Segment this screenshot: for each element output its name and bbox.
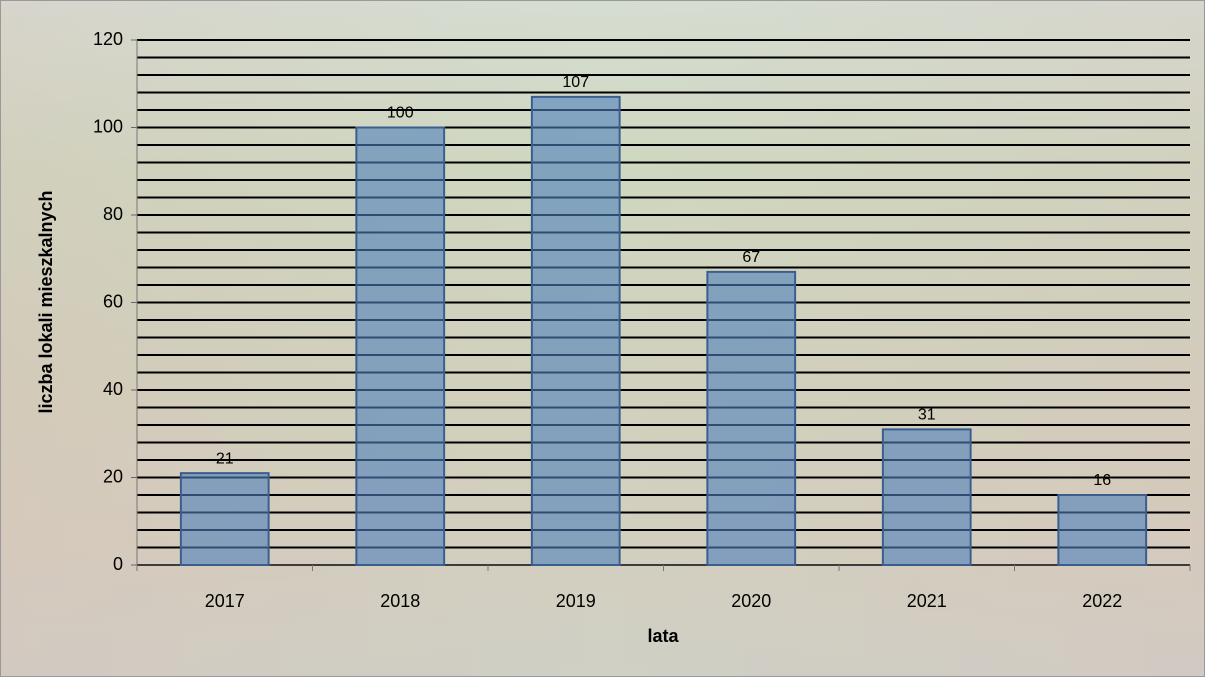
x-tick-label: 2021 [907, 591, 947, 611]
y-tick-label: 60 [103, 291, 123, 311]
bar [530, 95, 621, 566]
y-tick-label: 0 [113, 554, 123, 574]
bar [355, 126, 446, 566]
x-axis-label: lata [647, 626, 679, 646]
data-label: 21 [216, 450, 234, 467]
data-label: 16 [1093, 472, 1111, 489]
data-label: 107 [562, 74, 589, 91]
x-tick-label: 2020 [731, 591, 771, 611]
bar [179, 472, 270, 566]
data-label: 31 [918, 407, 936, 424]
y-tick-label: 100 [93, 116, 123, 136]
y-tick-label: 80 [103, 204, 123, 224]
x-tick-label: 2017 [205, 591, 245, 611]
data-label: 100 [387, 105, 414, 122]
y-tick-label: 40 [103, 379, 123, 399]
data-label: 67 [742, 249, 760, 266]
y-tick-label: 20 [103, 466, 123, 486]
x-tick-label: 2019 [556, 591, 596, 611]
bar [706, 270, 797, 566]
x-tick-label: 2022 [1082, 591, 1122, 611]
bar [1057, 494, 1148, 566]
y-tick-label: 120 [93, 29, 123, 49]
y-axis-label: liczba lokali mieszkalnych [36, 190, 56, 413]
bar [881, 428, 972, 566]
x-tick-label: 2018 [380, 591, 420, 611]
